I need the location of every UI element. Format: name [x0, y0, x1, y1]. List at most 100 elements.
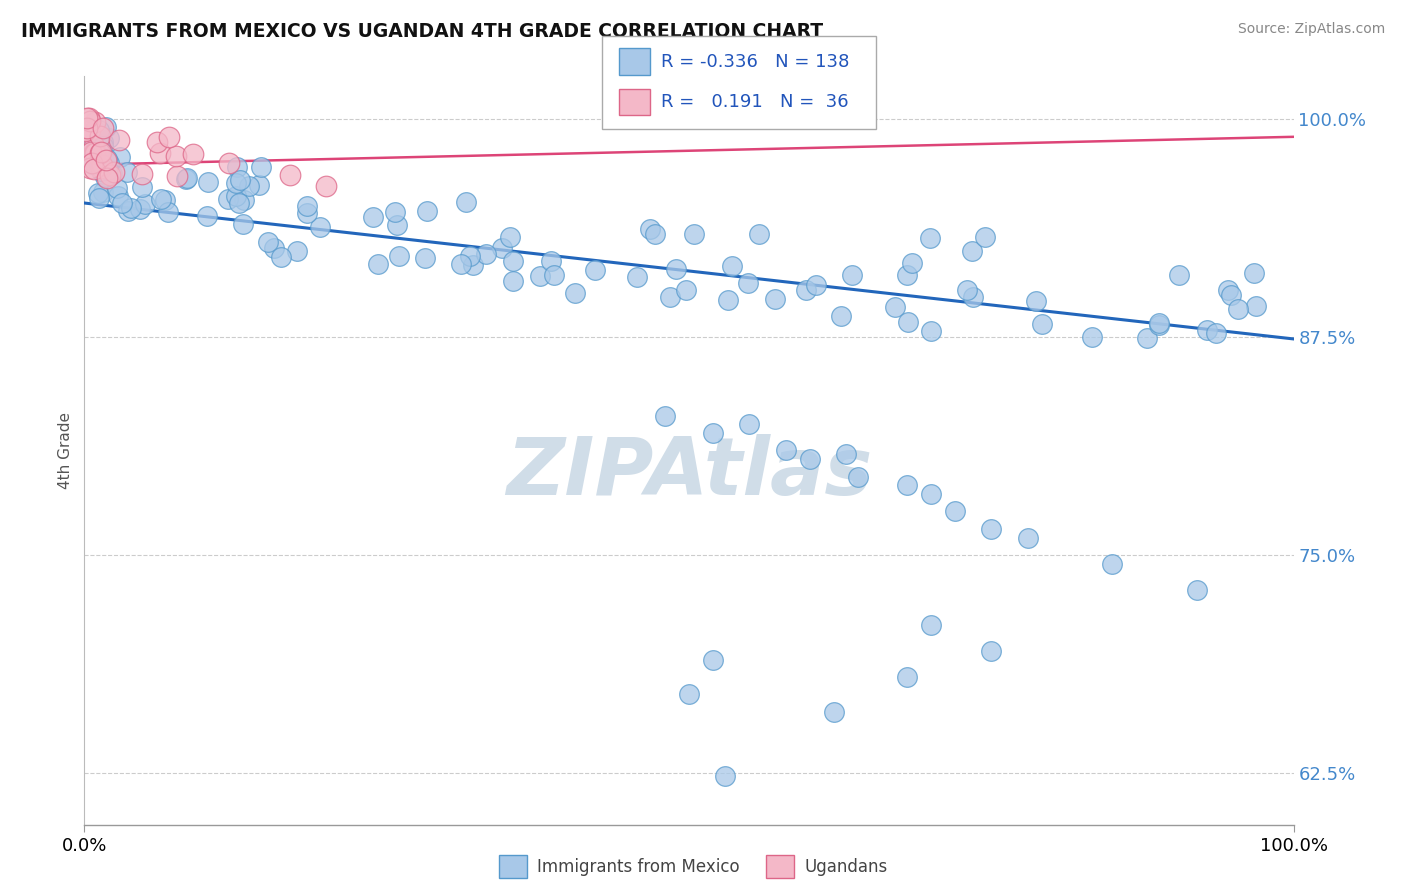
Point [149, 193, 172, 207]
Point [738, 417, 761, 432]
Point [105, 181, 128, 195]
Point [84, 145, 107, 160]
Point [90, 161, 112, 176]
Point [830, 309, 852, 323]
Text: Ugandans: Ugandans [804, 858, 887, 876]
Point [980, 644, 1002, 658]
Point [897, 315, 920, 329]
Point [83, 153, 105, 168]
Point [197, 175, 219, 189]
Point [748, 227, 770, 241]
Y-axis label: 4th Grade: 4th Grade [58, 412, 73, 489]
Point [156, 204, 179, 219]
Point [1243, 266, 1265, 280]
Point [295, 199, 318, 213]
Point [799, 452, 821, 467]
Point [564, 285, 586, 300]
Point [82, 157, 104, 171]
Point [884, 300, 907, 314]
Point [96, 153, 118, 167]
Point [91, 121, 114, 136]
Point [101, 167, 124, 181]
Point [80, 155, 103, 169]
Point [83, 115, 105, 129]
Point [702, 652, 724, 666]
Point [315, 178, 337, 193]
Point [89, 191, 111, 205]
Point [702, 425, 724, 440]
Point [1025, 294, 1047, 309]
Point [1136, 331, 1159, 345]
Point [717, 293, 740, 307]
Point [225, 160, 247, 174]
Point [87, 155, 110, 169]
Point [388, 249, 411, 263]
Point [458, 249, 481, 263]
Point [89, 128, 111, 143]
Point [384, 205, 406, 219]
Point [659, 290, 682, 304]
Point [285, 244, 308, 259]
Point [413, 252, 436, 266]
Point [217, 192, 239, 206]
Point [174, 171, 197, 186]
Point [97, 155, 120, 169]
Point [1216, 284, 1239, 298]
Point [96, 170, 118, 185]
Point [73, 122, 96, 136]
Point [83, 122, 105, 136]
Point [763, 292, 786, 306]
Point [108, 133, 131, 147]
Point [76, 137, 98, 152]
Point [93, 135, 115, 149]
Point [626, 270, 648, 285]
Point [76, 132, 98, 146]
Point [841, 268, 863, 282]
Text: Immigrants from Mexico: Immigrants from Mexico [537, 858, 740, 876]
Point [146, 135, 169, 149]
Point [678, 687, 700, 701]
Point [665, 261, 688, 276]
Point [263, 241, 285, 255]
Point [76, 111, 98, 125]
Point [225, 189, 247, 203]
Point [103, 165, 125, 179]
Point [901, 256, 924, 270]
Point [846, 469, 869, 483]
Point [1219, 288, 1241, 302]
Point [155, 194, 177, 208]
Point [1081, 330, 1104, 344]
Point [962, 290, 984, 304]
Point [86, 128, 108, 142]
Point [450, 257, 472, 271]
Point [94, 170, 117, 185]
Point [385, 218, 408, 232]
Point [83, 146, 105, 161]
Point [454, 194, 477, 209]
Point [529, 269, 551, 284]
Point [1017, 531, 1039, 545]
Point [94, 120, 117, 134]
Point [80, 154, 103, 169]
Point [543, 268, 565, 282]
Point [91, 158, 114, 172]
Point [502, 254, 524, 268]
Point [232, 217, 254, 231]
Point [278, 168, 301, 182]
Point [229, 172, 252, 186]
Point [83, 162, 105, 177]
Point [98, 130, 121, 145]
Point [232, 193, 254, 207]
Point [120, 201, 142, 215]
Point [918, 231, 941, 245]
Point [83, 139, 105, 153]
Point [228, 195, 250, 210]
Point [247, 178, 270, 192]
Point [225, 176, 247, 190]
Point [75, 124, 97, 138]
Point [256, 235, 278, 250]
Text: R = -0.336   N = 138: R = -0.336 N = 138 [661, 53, 849, 70]
Point [794, 283, 817, 297]
Point [1031, 318, 1053, 332]
Point [79, 114, 101, 128]
